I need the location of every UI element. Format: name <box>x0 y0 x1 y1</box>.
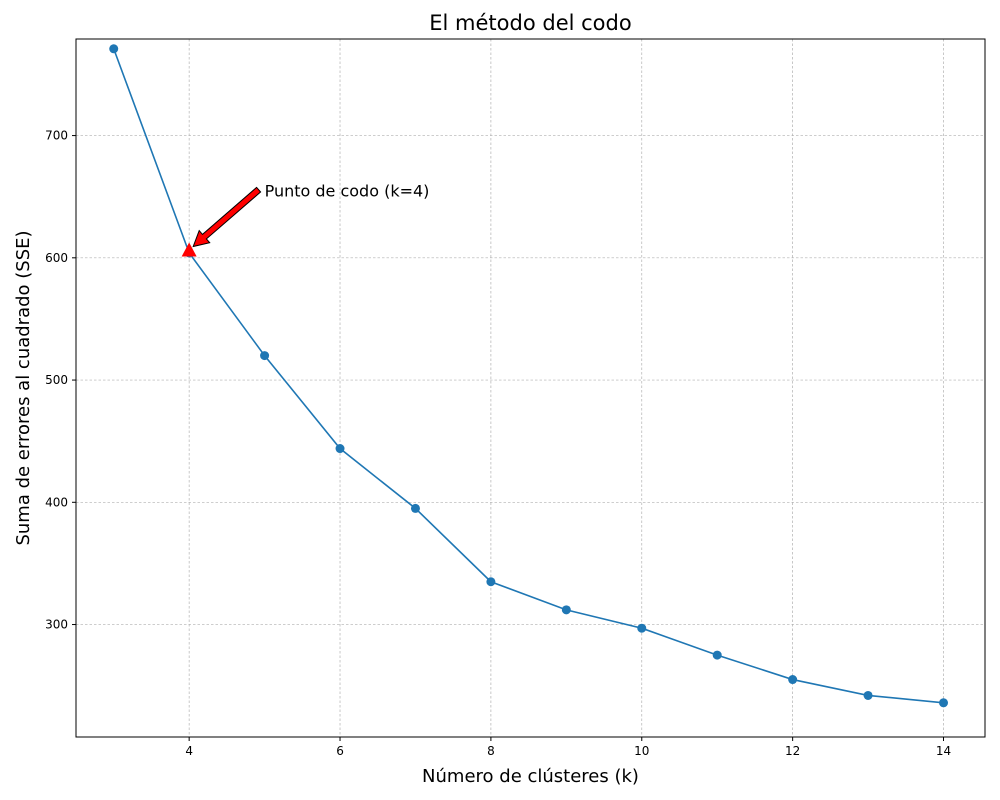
data-point <box>561 605 571 615</box>
x-tick-label: 10 <box>634 744 649 758</box>
data-point <box>109 44 119 54</box>
y-tick-label: 700 <box>45 129 68 143</box>
y-tick-label: 400 <box>45 495 68 509</box>
annotation-text: Punto de codo (k=4) <box>265 182 430 201</box>
data-point <box>712 650 722 660</box>
y-tick-label: 500 <box>45 373 68 387</box>
plot-area-frame <box>75 38 986 738</box>
series-line-group <box>112 48 944 704</box>
x-tick-label: 6 <box>336 744 344 758</box>
data-point <box>335 444 345 454</box>
x-tick-label: 14 <box>936 744 951 758</box>
annotation-arrow <box>192 186 262 248</box>
chart-title: El método del codo <box>429 11 631 35</box>
series-line <box>112 48 944 704</box>
data-point <box>410 503 420 513</box>
data-point <box>486 577 496 587</box>
x-tick-label: 8 <box>487 744 495 758</box>
data-point <box>260 351 270 361</box>
data-point <box>788 675 798 685</box>
annotation-group: Punto de codo (k=4) <box>192 182 430 248</box>
grid <box>76 39 985 737</box>
y-axis-label: Suma de errores al cuadrado (SSE) <box>13 230 34 545</box>
elbow-highlight-marker <box>181 242 197 257</box>
y-tick-label: 600 <box>45 251 68 265</box>
data-point <box>939 698 949 708</box>
y-axis-ticks: 300 400 500 600 700 <box>45 129 76 632</box>
x-tick-label: 4 <box>185 744 193 758</box>
data-markers <box>109 44 949 708</box>
x-axis-ticks: 4 6 8 10 12 14 <box>185 737 951 758</box>
data-point <box>637 623 647 633</box>
y-tick-label: 300 <box>45 618 68 632</box>
x-tick-label: 12 <box>785 744 800 758</box>
data-point <box>863 690 873 700</box>
x-axis-label: Número de clústeres (k) <box>422 766 639 787</box>
